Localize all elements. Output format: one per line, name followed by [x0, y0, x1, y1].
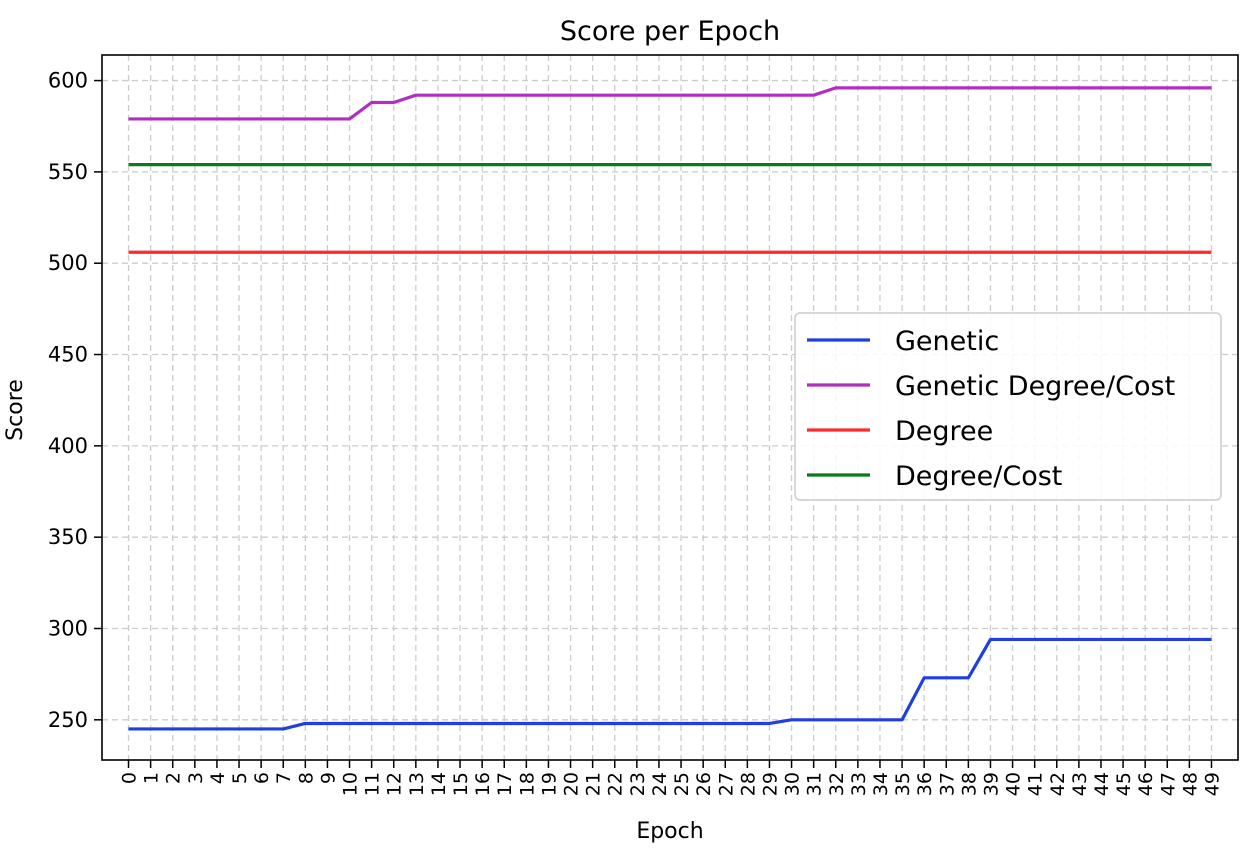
x-tick-label: 8: [295, 772, 317, 784]
x-tick-label: 26: [693, 772, 715, 796]
x-axis-label: Epoch: [636, 819, 703, 844]
x-tick-label: 22: [605, 772, 627, 796]
x-tick-label: 9: [317, 772, 339, 784]
x-tick-label: 49: [1201, 772, 1223, 796]
legend-label: Degree: [895, 416, 993, 447]
x-axis: 0 1 2 3 4 5 6 7 8 9 10 11 12 13 14 15 16 17 18 19 20 21 22 23 24…: [119, 760, 1223, 796]
x-tick-label: 11: [362, 772, 384, 796]
x-tick-label: 43: [1069, 772, 1091, 796]
chart-title: Score per Epoch: [560, 16, 780, 47]
x-tick-label: 39: [980, 772, 1002, 796]
y-tick-label: 400: [48, 434, 88, 458]
y-tick-label: 500: [48, 251, 88, 275]
legend-label: Genetic: [895, 326, 999, 357]
x-tick-label: 21: [583, 772, 605, 796]
series-lines: [128, 86, 1212, 731]
legend-box: [794, 312, 1222, 501]
y-tick-label: 300: [48, 616, 88, 640]
x-tick-label: 47: [1157, 772, 1179, 796]
x-tick-label: 37: [936, 772, 958, 796]
x-tick-label: 42: [1047, 772, 1069, 796]
x-tick-label: 28: [737, 772, 759, 796]
x-tick-label: 4: [207, 772, 229, 784]
y-tick-label: 450: [48, 343, 88, 367]
x-tick-label: 32: [826, 772, 848, 796]
x-tick-label: 1: [141, 772, 163, 784]
x-tick-label: 31: [804, 772, 826, 796]
x-tick-label: 3: [185, 772, 207, 784]
y-axis-label: Score: [3, 379, 28, 441]
x-tick-label: 12: [384, 772, 406, 796]
x-tick-label: 16: [472, 772, 494, 796]
legend-label: Genetic Degree/Cost: [895, 371, 1175, 402]
x-tick-label: 48: [1179, 772, 1201, 796]
series-line: [128, 86, 1212, 121]
x-tick-label: 13: [406, 772, 428, 796]
x-tick-label: 14: [428, 772, 450, 796]
series-line: [128, 637, 1212, 731]
x-tick-label: 41: [1025, 772, 1047, 796]
x-tick-label: 34: [870, 772, 892, 796]
x-tick-label: 15: [450, 772, 472, 796]
x-tick-label: 36: [914, 772, 936, 796]
x-tick-label: 35: [892, 772, 914, 796]
x-tick-label: 2: [163, 772, 185, 784]
x-tick-label: 23: [627, 772, 649, 796]
legend-label: Degree/Cost: [895, 461, 1062, 492]
y-tick-label: 250: [48, 708, 88, 732]
x-tick-label: 17: [494, 772, 516, 796]
plot-frame: [101, 54, 1239, 761]
legend: Genetic Genetic Degree/Cost Degree Degree/C…: [794, 312, 1222, 501]
x-tick-label: 5: [229, 772, 251, 784]
x-tick-label: 44: [1091, 772, 1113, 796]
y-tick-label: 350: [48, 525, 88, 549]
x-tick-label: 7: [273, 772, 295, 784]
x-tick-label: 10: [340, 772, 362, 796]
x-tick-label: 33: [848, 772, 870, 796]
x-tick-label: 24: [649, 772, 671, 796]
x-tick-label: 20: [561, 772, 583, 796]
x-tick-label: 46: [1135, 772, 1157, 796]
x-tick-label: 27: [715, 772, 737, 796]
y-axis: 250 300 350 400 450 500 550 600: [48, 69, 102, 732]
x-tick-label: 25: [671, 772, 693, 796]
x-tick-label: 40: [1003, 772, 1025, 796]
x-tick-label: 45: [1113, 772, 1135, 796]
x-tick-label: 18: [516, 772, 538, 796]
x-tick-label: 29: [759, 772, 781, 796]
x-tick-label: 6: [251, 772, 273, 784]
x-tick-label: 19: [538, 772, 560, 796]
x-tick-label: 0: [119, 772, 141, 784]
x-tick-label: 30: [782, 772, 804, 796]
y-tick-label: 600: [48, 69, 88, 93]
x-tick-label: 38: [958, 772, 980, 796]
y-tick-label: 550: [48, 160, 88, 184]
